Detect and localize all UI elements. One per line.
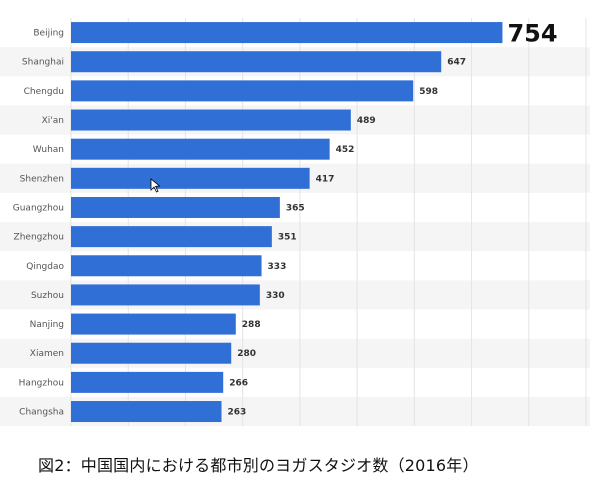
bar: [71, 138, 330, 160]
category-label: Wuhan: [33, 145, 64, 155]
category-label: Shenzhen: [20, 174, 64, 184]
category-label: Zhengzhou: [14, 233, 64, 243]
category-labels: Beijing Shanghai Chengdu Xi'an Wuhan Shenzhen…: [13, 29, 65, 418]
bar: [71, 401, 222, 423]
value-label: 489: [357, 116, 376, 126]
bar: [71, 109, 351, 131]
bar: [71, 284, 260, 306]
category-label: Nanjing: [30, 320, 64, 330]
category-label: Suzhou: [31, 291, 64, 301]
value-label: 754: [507, 20, 557, 48]
category-label: Qingdao: [26, 262, 64, 272]
category-label: Chengdu: [24, 87, 64, 97]
category-label: Beijing: [33, 29, 64, 39]
value-label: 647: [447, 58, 466, 68]
bar: [71, 196, 280, 218]
value-label: 288: [242, 320, 261, 330]
bar-chart: Beijing Shanghai Chengdu Xi'an Wuhan Shenzhen…: [12, 18, 587, 427]
figure-caption: 図2：中国国内における都市別のヨガスタジオ数（2016年）: [38, 456, 479, 475]
bar: [71, 80, 414, 102]
bar: [71, 342, 232, 364]
category-label: Shanghai: [22, 58, 64, 68]
bar: [71, 51, 442, 73]
value-label: 266: [229, 378, 248, 388]
value-label: 598: [419, 87, 438, 97]
value-label: 333: [268, 262, 287, 272]
mouse-cursor-icon: [150, 178, 161, 193]
bar: [71, 371, 224, 393]
value-label: 330: [266, 291, 285, 301]
bar: [71, 22, 503, 44]
bar: [71, 313, 236, 335]
value-label: 280: [237, 349, 256, 359]
category-label: Changsha: [19, 408, 64, 418]
bar: [71, 167, 310, 189]
value-labels: 754 647 598 489 452 417 365 351 333 330 288 280 266 2…: [227, 20, 557, 418]
category-label: Guangzhou: [13, 203, 64, 213]
value-label: 417: [316, 174, 335, 184]
value-label: 263: [227, 408, 246, 418]
category-label: Xiamen: [30, 349, 64, 359]
bar: [71, 255, 262, 277]
value-label: 365: [286, 203, 305, 213]
value-label: 452: [336, 145, 355, 155]
category-label: Xi'an: [42, 116, 64, 126]
bars: [71, 22, 503, 423]
bar: [71, 226, 272, 248]
category-label: Hangzhou: [19, 378, 64, 388]
value-label: 351: [278, 233, 297, 243]
